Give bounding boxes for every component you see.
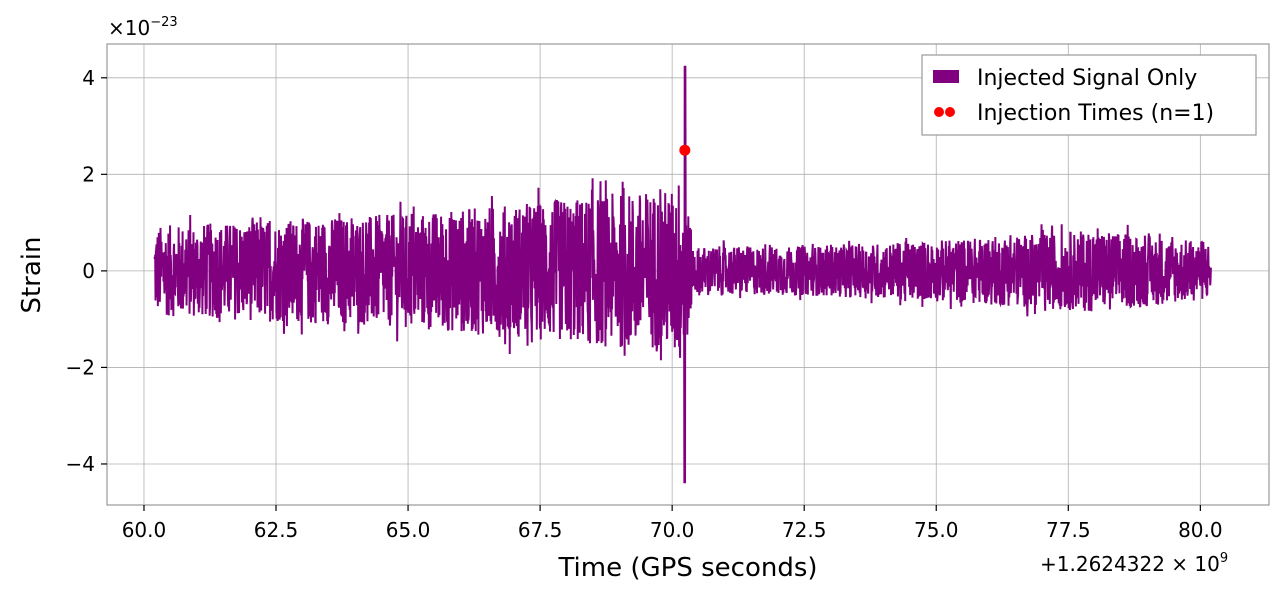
legend-swatch-injected-signal [933, 70, 959, 83]
series-layer [153, 65, 1212, 484]
legend-marker-injection-b [945, 107, 955, 117]
x-tick-label: 72.5 [782, 518, 827, 542]
x-offset-label: +1.2624322 × 109 [1040, 551, 1228, 576]
x-tick-label: 75.0 [914, 518, 959, 542]
y-tick-label: 4 [82, 66, 95, 90]
legend: Injected Signal Only Injection Times (n=… [921, 54, 1257, 136]
legend-box [921, 54, 1257, 136]
legend-label-injection-times: Injection Times (n=1) [977, 101, 1214, 126]
x-tick-label: 80.0 [1178, 518, 1223, 542]
x-tick-label: 60.0 [122, 518, 167, 542]
injection-time-marker [679, 144, 691, 156]
y-tick-label: −4 [66, 452, 95, 476]
x-tick-label: 62.5 [254, 518, 299, 542]
x-tick-label: 77.5 [1046, 518, 1091, 542]
x-offset-exponent: 9 [1220, 551, 1228, 566]
x-axis-label: Time (GPS seconds) [557, 553, 817, 583]
x-tick-label: 65.0 [386, 518, 431, 542]
legend-label-injected-signal: Injected Signal Only [977, 66, 1197, 91]
series-line-injected-signal [153, 65, 1212, 484]
plot-frame [106, 43, 1270, 506]
y-tick-label: 2 [82, 162, 95, 186]
y-axis-label: Strain [17, 236, 47, 313]
x-offset-prefix: +1.2624322 × 10 [1040, 552, 1220, 576]
x-axis-ticks: 60.0 62.5 65.0 67.5 70.0 72.5 75.0 77.5 80.0 [122, 505, 1223, 542]
x-tick-label: 70.0 [650, 518, 695, 542]
marker-layer [679, 144, 691, 156]
x-tick-label: 67.5 [518, 518, 563, 542]
y-tick-label: −2 [66, 355, 95, 379]
y-axis-ticks: −4 −2 0 2 4 [66, 66, 107, 476]
y-tick-label: 0 [82, 259, 95, 283]
y-scale-multiplier: ×10−23 [108, 15, 178, 40]
y-scale-prefix: ×10 [108, 16, 150, 40]
y-scale-exponent: −23 [150, 15, 177, 30]
legend-marker-injection-a [934, 107, 944, 117]
